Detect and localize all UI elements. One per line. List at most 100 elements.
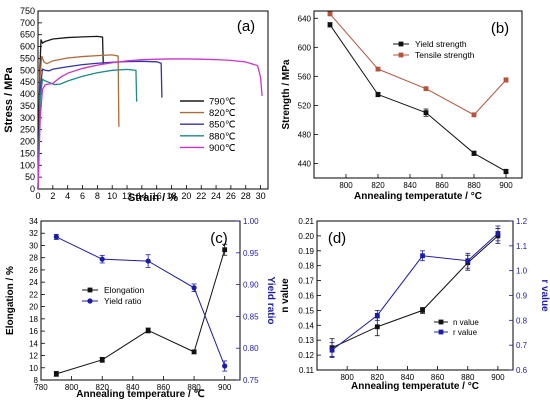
x-tick-label: 28 bbox=[241, 191, 251, 201]
legend-label: n value bbox=[453, 318, 479, 327]
y-tick-label: 480 bbox=[298, 130, 312, 139]
series-line-4 bbox=[37, 58, 263, 190]
legend-marker bbox=[87, 287, 93, 293]
y-tick-label: 12 bbox=[29, 352, 38, 361]
x-tick-label: 840 bbox=[126, 383, 140, 392]
x-tick-label: 880 bbox=[467, 181, 481, 190]
x-axis-title: Annealing temperature / ℃ bbox=[76, 389, 204, 400]
x-tick-label: 16 bbox=[152, 191, 162, 201]
y-tick-label: 500 bbox=[20, 65, 35, 75]
y-axis-title: Stress / MPa bbox=[3, 66, 15, 132]
y-tick-label: 450 bbox=[20, 77, 35, 87]
plot-frame bbox=[37, 10, 269, 190]
data-point bbox=[375, 66, 381, 72]
legend-label: 850℃ bbox=[209, 120, 236, 131]
x-tick-label: 900 bbox=[491, 373, 505, 382]
panel-label: (d) bbox=[328, 230, 346, 247]
data-point bbox=[222, 247, 228, 253]
y-tick-label: 24 bbox=[29, 278, 38, 287]
legend-label: 880℃ bbox=[209, 131, 236, 142]
y-tick-label: 0.18 bbox=[298, 262, 314, 271]
y-axis-title: Elongation / % bbox=[5, 266, 16, 335]
y-tick-label: 0.16 bbox=[298, 292, 314, 301]
x-tick-label: 30 bbox=[256, 191, 266, 201]
y-tick-label: 400 bbox=[20, 89, 35, 99]
x-tick-label: 800 bbox=[340, 373, 354, 382]
legend-label: r value bbox=[453, 328, 478, 337]
panel-a: 0 2 4 6 8 10 12 14 16 18 20 22 24 26 28 300501001502002… bbox=[3, 6, 269, 204]
y-tick-label: 560 bbox=[298, 72, 312, 81]
data-point bbox=[99, 256, 105, 262]
data-point bbox=[495, 231, 501, 236]
y-right-tick-label: 0.8 bbox=[516, 316, 528, 325]
y-right-tick-label: 1.1 bbox=[516, 242, 528, 251]
y-right-tick-label: 1.0 bbox=[516, 267, 528, 276]
x-tick-label: 22 bbox=[196, 191, 206, 201]
data-point bbox=[465, 258, 471, 264]
x-tick-label: 12 bbox=[122, 191, 132, 201]
x-tick-label: 26 bbox=[226, 191, 236, 201]
y-right-axis-title: Yield ratio bbox=[265, 277, 276, 325]
panel-b: 800 820 840 860 880 900 440 480 520 560 600 640 Anne… bbox=[281, 10, 523, 202]
legend-label: Yield ratio bbox=[104, 296, 142, 306]
x-axis-title: Strain / % bbox=[128, 192, 178, 204]
y-tick-label: 26 bbox=[29, 266, 38, 275]
y-tick-label: 640 bbox=[298, 14, 312, 23]
y-tick-label: 0.19 bbox=[298, 247, 314, 256]
data-point bbox=[145, 328, 151, 333]
y-right-tick-label: 0.6 bbox=[516, 366, 528, 375]
data-point bbox=[423, 86, 429, 92]
y-tick-label: 550 bbox=[20, 53, 35, 63]
y-right-tick-label: 0.9 bbox=[516, 292, 528, 301]
y-tick-label: 0.13 bbox=[298, 336, 314, 345]
x-axis-title: Annealing temperatute / °C bbox=[354, 191, 482, 202]
legend-label: Yield strength bbox=[415, 39, 467, 49]
panel-d: 800 820 840 860 880 900 0.11 0.12 0.13 0.14 0.15 0.… bbox=[280, 217, 550, 392]
plot-frame bbox=[40, 220, 241, 381]
data-point bbox=[471, 150, 477, 156]
y-axis-title: Strength / MPa bbox=[281, 59, 292, 129]
x-tick-label: 900 bbox=[218, 383, 232, 392]
data-point bbox=[420, 253, 425, 259]
data-point bbox=[503, 169, 509, 174]
legend-label: Elongation bbox=[104, 285, 144, 295]
series-line-2 bbox=[37, 60, 163, 190]
y-tick-label: 50 bbox=[25, 172, 35, 182]
panel-c: 780 800 820 840 860 880 900 8 10 12 14 16 18 20 22 24 26… bbox=[5, 217, 276, 400]
data-point bbox=[53, 234, 59, 240]
y-tick-label: 0 bbox=[30, 184, 35, 194]
x-tick-label: 800 bbox=[65, 383, 79, 392]
x-tick-label: 860 bbox=[431, 373, 445, 382]
data-point bbox=[53, 371, 59, 377]
y-tick-label: 0.14 bbox=[298, 321, 314, 330]
data-point bbox=[471, 112, 477, 118]
x-tick-label: 860 bbox=[435, 181, 449, 190]
x-tick-label: 4 bbox=[65, 191, 70, 201]
y-right-tick-label: 0.75 bbox=[243, 376, 259, 385]
y-right-tick-label: 0.90 bbox=[243, 281, 259, 290]
x-tick-label: 20 bbox=[181, 191, 191, 201]
y-right-tick-label: 0.95 bbox=[243, 249, 259, 258]
legend-label: Tensile strength bbox=[415, 50, 475, 60]
y-tick-label: 0.20 bbox=[298, 232, 314, 241]
data-point bbox=[329, 347, 335, 353]
data-point bbox=[327, 11, 333, 17]
data-point bbox=[145, 258, 151, 264]
data-point bbox=[191, 285, 197, 291]
data-point bbox=[222, 363, 228, 369]
series-line-0 bbox=[37, 35, 104, 190]
y-tick-label: 0.11 bbox=[299, 366, 315, 375]
panel-label: (a) bbox=[237, 18, 255, 35]
x-tick-label: 900 bbox=[499, 181, 513, 190]
x-tick-label: 6 bbox=[80, 191, 85, 201]
y-tick-label: 8 bbox=[34, 376, 39, 385]
y-tick-label: 250 bbox=[20, 125, 35, 135]
panel-label: (c) bbox=[210, 230, 228, 247]
y-tick-label: 520 bbox=[298, 101, 312, 110]
y-right-tick-label: 0.80 bbox=[243, 344, 259, 353]
y-tick-label: 0.12 bbox=[298, 351, 314, 360]
x-tick-label: 24 bbox=[211, 191, 221, 201]
y-tick-label: 30 bbox=[29, 241, 38, 250]
x-tick-label: 820 bbox=[96, 383, 110, 392]
